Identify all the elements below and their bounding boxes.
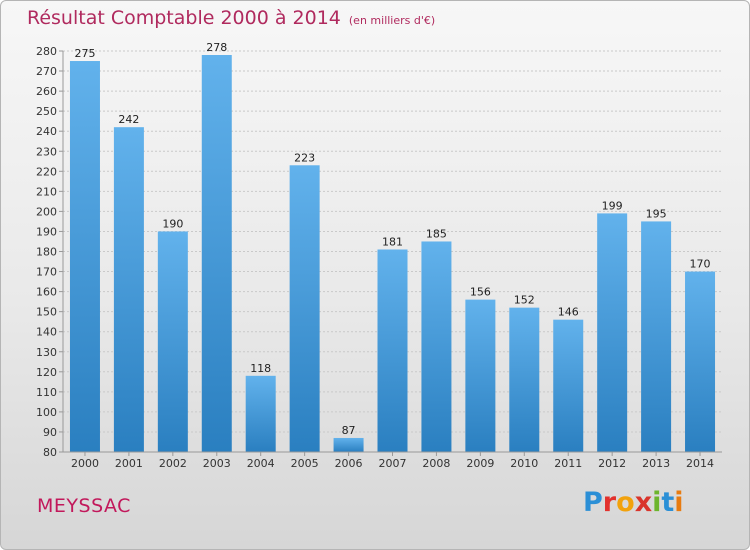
y-tick-label: 240 <box>36 125 57 138</box>
logo-letter: i <box>652 487 662 518</box>
bar <box>553 319 584 452</box>
y-tick-label: 160 <box>36 286 57 299</box>
x-tick-label: 2008 <box>422 457 450 470</box>
x-tick-label: 2004 <box>247 457 275 470</box>
x-tick-label: 2005 <box>291 457 319 470</box>
bar-value-label: 242 <box>118 113 139 126</box>
bars: 275 242 190 278 118 223 87 181 185 156 152 146 199 19… <box>69 41 716 453</box>
x-tick-label: 2001 <box>115 457 143 470</box>
y-tick-label: 190 <box>36 225 57 238</box>
y-tick-label: 100 <box>36 406 57 419</box>
bar-value-label: 275 <box>74 47 95 60</box>
x-tick-label: 2014 <box>686 457 714 470</box>
x-tick-label: 2012 <box>598 457 626 470</box>
y-tick-label: 130 <box>36 346 57 359</box>
bar-value-label: 118 <box>250 362 271 375</box>
bar <box>509 307 540 452</box>
logo-letter: i <box>674 487 684 518</box>
x-axis: 2000 2001 2002 2003 2004 2005 2006 2007 2008 2009… <box>63 451 722 470</box>
y-tick-label: 220 <box>36 165 57 178</box>
town-name: MEYSSAC <box>37 495 131 517</box>
bar-value-label: 87 <box>342 424 356 437</box>
bar-value-label: 152 <box>514 294 535 307</box>
bar-value-label: 223 <box>294 151 315 164</box>
y-tick-label: 260 <box>36 85 57 98</box>
x-tick-label: 2011 <box>554 457 582 470</box>
bar-value-label: 156 <box>470 286 491 299</box>
x-tick-label: 2010 <box>510 457 538 470</box>
bar-value-label: 170 <box>690 258 711 271</box>
bar <box>69 61 100 453</box>
x-tick-label: 2009 <box>466 457 494 470</box>
bar-value-label: 190 <box>162 217 183 230</box>
x-tick-label: 2006 <box>335 457 363 470</box>
bar <box>377 249 408 452</box>
x-tick-label: 2002 <box>159 457 187 470</box>
y-tick-label: 280 <box>36 45 57 58</box>
y-tick-label: 170 <box>36 266 57 279</box>
bar <box>685 271 716 452</box>
y-tick-label: 90 <box>43 426 57 439</box>
bar-value-label: 278 <box>206 41 227 54</box>
bar <box>201 55 232 452</box>
bar <box>157 231 188 452</box>
x-tick-label: 2007 <box>379 457 407 470</box>
y-tick-label: 250 <box>36 105 57 118</box>
x-tick-label: 2000 <box>71 457 99 470</box>
y-axis: 80 90 100 110 120 130 140 150 160 170 180 190 200 210… <box>36 45 64 459</box>
chart-subtitle: (en milliers d'€) <box>348 14 436 27</box>
logo-letter: P <box>583 487 603 518</box>
bar <box>289 165 320 452</box>
bar <box>641 221 672 452</box>
bar-value-label: 195 <box>646 207 667 220</box>
y-tick-label: 80 <box>43 446 57 459</box>
logo-letter: t <box>661 487 675 518</box>
bar <box>113 127 144 452</box>
bar-value-label: 185 <box>426 227 447 240</box>
y-tick-label: 210 <box>36 185 57 198</box>
bar-value-label: 199 <box>602 199 623 212</box>
logo-letter: x <box>634 487 653 518</box>
y-tick-label: 200 <box>36 205 57 218</box>
bar <box>245 375 276 452</box>
proxiti-logo: Proxiti <box>583 487 684 518</box>
bar-value-label: 146 <box>558 306 579 319</box>
y-tick-label: 230 <box>36 145 57 158</box>
logo-letter: r <box>602 487 617 518</box>
y-tick-label: 110 <box>36 386 57 399</box>
bar-value-label: 181 <box>382 235 403 248</box>
bar <box>421 241 452 452</box>
logo-letter: o <box>616 487 635 518</box>
y-tick-label: 120 <box>36 366 57 379</box>
x-tick-label: 2003 <box>203 457 231 470</box>
chart-title: Résultat Comptable 2000 à 2014 (en millie… <box>27 7 435 29</box>
x-tick-label: 2013 <box>642 457 670 470</box>
y-tick-label: 150 <box>36 306 57 319</box>
chart-title-text: Résultat Comptable 2000 à 2014 <box>27 7 341 29</box>
bar <box>597 213 628 452</box>
bar <box>333 437 364 452</box>
bar <box>465 299 496 452</box>
y-tick-label: 180 <box>36 246 57 259</box>
y-tick-label: 140 <box>36 326 57 339</box>
y-tick-label: 270 <box>36 65 57 78</box>
